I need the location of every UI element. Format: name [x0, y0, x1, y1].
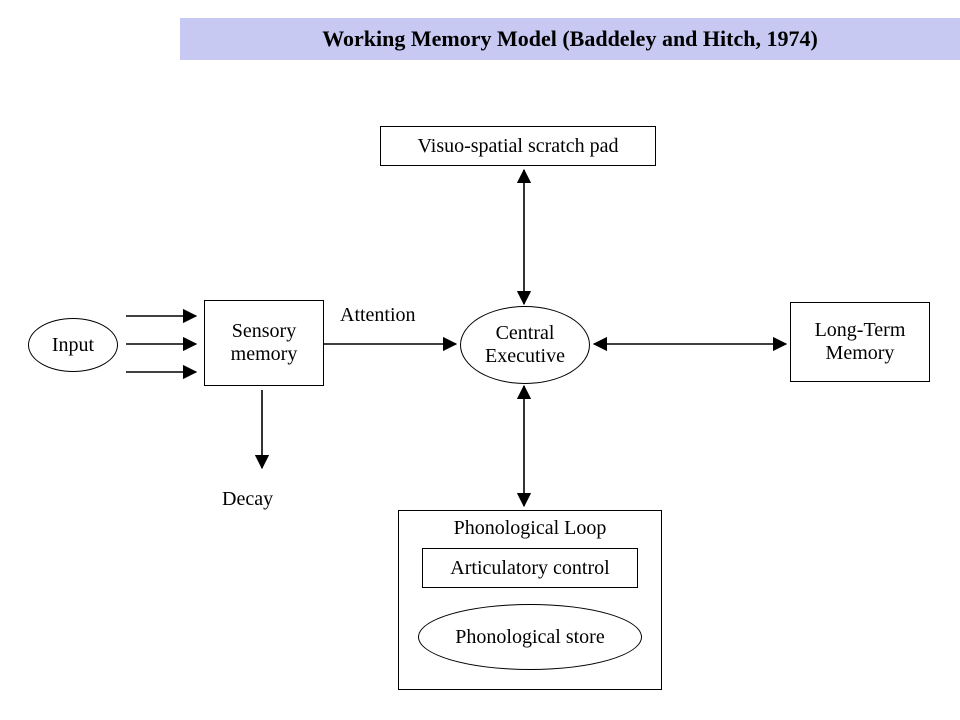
node-input-label: Input: [29, 319, 117, 371]
node-articulatory-control: Articulatory control: [422, 548, 638, 588]
node-loop-title: Phonological Loop: [399, 517, 661, 540]
node-phonstore-label: Phonological store: [419, 605, 641, 669]
node-central-executive: CentralExecutive: [460, 306, 590, 384]
node-visuo-spatial: Visuo-spatial scratch pad: [380, 126, 656, 166]
node-artic-label: Articulatory control: [423, 549, 637, 587]
diagram-title: Working Memory Model (Baddeley and Hitch…: [180, 18, 960, 60]
node-ltm-label: Long-TermMemory: [791, 303, 929, 381]
node-phonological-store: Phonological store: [418, 604, 642, 670]
node-visuo-label: Visuo-spatial scratch pad: [381, 127, 655, 165]
node-sensory-label: Sensorymemory: [205, 301, 323, 385]
node-input: Input: [28, 318, 118, 372]
node-long-term-memory: Long-TermMemory: [790, 302, 930, 382]
node-sensory-memory: Sensorymemory: [204, 300, 324, 386]
node-central-label: CentralExecutive: [461, 307, 589, 383]
label-attention: Attention: [340, 304, 416, 327]
label-decay: Decay: [222, 488, 273, 511]
diagram-stage: Working Memory Model (Baddeley and Hitch…: [0, 0, 960, 720]
diagram-title-text: Working Memory Model (Baddeley and Hitch…: [322, 26, 818, 52]
